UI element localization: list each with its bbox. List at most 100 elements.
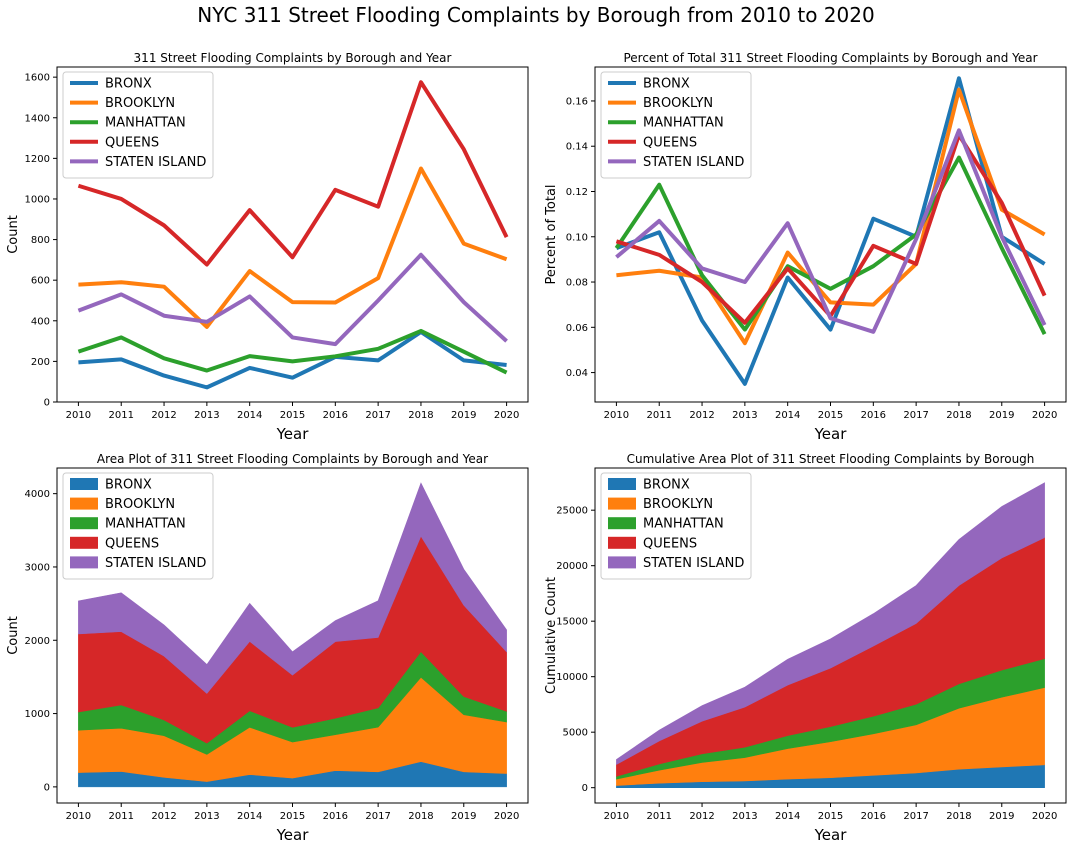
y-tick-label: 400 <box>31 316 50 327</box>
x-tick-label: 2019 <box>989 811 1014 822</box>
y-tick-label: 0.08 <box>566 278 588 289</box>
legend-box <box>62 71 214 179</box>
x-tick-label: 2017 <box>365 410 390 421</box>
y-tick-label: 0 <box>582 783 588 794</box>
x-tick-label: 2013 <box>194 410 219 421</box>
plot-area <box>616 482 1045 788</box>
legend-label-brooklyn: BROOKLYN <box>643 96 713 111</box>
y-tick-label: 1000 <box>25 194 50 205</box>
legend-swatch-bronx <box>608 478 636 490</box>
x-tick-label: 2019 <box>989 410 1014 421</box>
x-tick-label: 2014 <box>237 410 262 421</box>
legend-label-staten-island: STATEN ISLAND <box>643 556 744 571</box>
legend: BRONX BROOKLYN MANHATTAN QUEENS STATEN ISLAN… <box>600 472 752 580</box>
y-tick-label: 3000 <box>25 562 50 573</box>
x-tick-label: 2020 <box>1032 410 1057 421</box>
x-tick-label: 2013 <box>732 811 757 822</box>
legend-swatch-staten-island <box>608 556 636 569</box>
legend-label-manhattan: MANHATTAN <box>105 116 186 131</box>
area-staten-island <box>616 482 1045 766</box>
x-tick-label: 2020 <box>494 811 519 822</box>
x-tick-label: 2018 <box>408 410 433 421</box>
legend-swatch-queens <box>608 536 636 549</box>
x-tick-label: 2013 <box>194 811 219 822</box>
x-tick-label: 2010 <box>604 410 629 421</box>
figure-title: NYC 311 Street Flooding Complaints by Bo… <box>197 3 874 27</box>
x-tick-label: 2017 <box>903 410 928 421</box>
line-manhattan <box>77 328 508 375</box>
x-tick-label: 2012 <box>689 811 714 822</box>
legend-label-queens: QUEENS <box>643 536 697 551</box>
y-tick-label: 4000 <box>25 489 50 500</box>
legend: BRONX BROOKLYN MANHATTAN QUEENS STATEN ISLAN… <box>600 71 752 179</box>
legend-box <box>62 472 214 580</box>
x-tick-label: 2019 <box>451 811 476 822</box>
x-tick-label: 2018 <box>946 811 971 822</box>
x-tick-label: 2012 <box>151 811 176 822</box>
area-staten-island <box>78 482 507 694</box>
y-tick-label: 20000 <box>556 561 588 572</box>
x-tick-label: 2014 <box>775 410 800 421</box>
x-axis-label: Year <box>814 826 848 844</box>
x-tick-label: 2014 <box>775 811 800 822</box>
legend-box <box>600 472 752 580</box>
legend-box <box>600 71 752 179</box>
legend-swatch-manhattan <box>70 517 98 530</box>
x-tick-label: 2010 <box>66 410 91 421</box>
legend-swatch-brooklyn <box>70 497 98 510</box>
x-tick-label: 2015 <box>818 811 843 822</box>
legend-label-manhattan: MANHATTAN <box>643 116 724 131</box>
subplot-1: 2010 2011 2012 2013 2014 2015 2016 2017 2018 2019… <box>6 51 529 443</box>
x-tick-label: 2019 <box>451 410 476 421</box>
legend-label-brooklyn: BROOKLYN <box>105 96 175 111</box>
y-tick-label: 0.10 <box>566 232 588 243</box>
subplot-title: 311 Street Flooding Complaints by Boroug… <box>134 51 452 65</box>
y-tick-label: 5000 <box>563 728 588 739</box>
plot-area <box>77 80 509 390</box>
x-tick-label: 2011 <box>109 410 134 421</box>
y-tick-label: 25000 <box>556 506 588 517</box>
legend-swatch-queens <box>70 536 98 549</box>
y-tick-label: 1200 <box>25 154 50 165</box>
legend-swatch-staten-island <box>70 556 98 569</box>
x-tick-label: 2016 <box>861 811 886 822</box>
subplot-title: Percent of Total 311 Street Flooding Com… <box>623 51 1037 65</box>
x-tick-label: 2017 <box>365 811 390 822</box>
x-axis-label: Year <box>814 425 848 443</box>
line-manhattan <box>614 155 1047 335</box>
x-tick-label: 2014 <box>237 811 262 822</box>
y-axis-label: Count <box>6 215 21 254</box>
legend-label-bronx: BRONX <box>105 77 152 92</box>
legend: BRONX BROOKLYN MANHATTAN QUEENS STATEN ISLAN… <box>62 472 214 580</box>
y-tick-label: 0 <box>44 782 50 793</box>
y-axis-label: Percent of Total <box>544 184 559 284</box>
y-tick-label: 0.16 <box>566 96 588 107</box>
y-tick-label: 800 <box>31 235 50 246</box>
y-tick-label: 200 <box>31 357 50 368</box>
y-tick-label: 2000 <box>25 636 50 647</box>
y-tick-label: 0.12 <box>566 187 588 198</box>
x-tick-label: 2010 <box>66 811 91 822</box>
x-tick-label: 2015 <box>280 410 305 421</box>
x-tick-label: 2016 <box>861 410 886 421</box>
legend-swatch-brooklyn <box>608 497 636 510</box>
legend-label-manhattan: MANHATTAN <box>105 517 186 532</box>
x-tick-label: 2020 <box>1032 811 1057 822</box>
legend-label-staten-island: STATEN ISLAND <box>643 155 744 170</box>
legend-label-brooklyn: BROOKLYN <box>643 497 713 512</box>
x-axis-label: Year <box>276 826 310 844</box>
x-tick-label: 2011 <box>647 811 672 822</box>
y-tick-label: 600 <box>31 276 50 287</box>
legend-label-bronx: BRONX <box>643 478 690 493</box>
plot-area <box>614 76 1047 386</box>
y-tick-label: 10000 <box>556 672 588 683</box>
legend-label-staten-island: STATEN ISLAND <box>105 155 206 170</box>
legend: BRONX BROOKLYN MANHATTAN QUEENS STATEN ISLAN… <box>62 71 214 179</box>
y-tick-label: 0 <box>44 398 50 409</box>
y-tick-label: 0.06 <box>566 323 588 334</box>
x-tick-label: 2020 <box>494 410 519 421</box>
subplot-title: Cumulative Area Plot of 311 Street Flood… <box>627 452 1035 466</box>
line-staten-island <box>77 252 508 347</box>
line-queens <box>77 80 509 267</box>
y-tick-label: 1400 <box>25 113 50 124</box>
